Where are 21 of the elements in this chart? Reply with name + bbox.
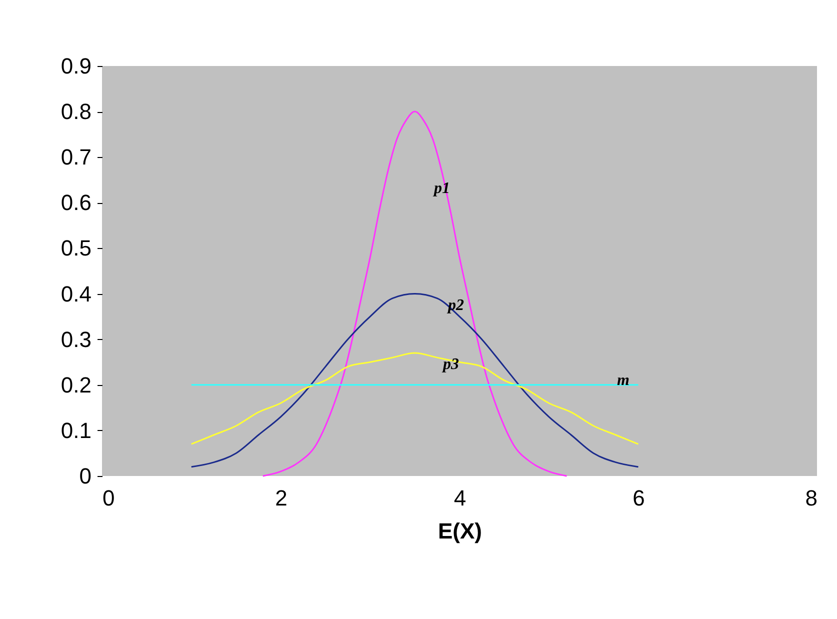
y-tick-label: 0.8 [60, 99, 92, 124]
series-label: p3 [441, 356, 459, 373]
x-tick-label: 2 [275, 486, 288, 510]
y-tick-label: 0.9 [60, 54, 92, 78]
x-axis-title: E(X) [438, 518, 482, 544]
y-tick-label: 0.1 [60, 418, 92, 443]
y-tick-label: 0.6 [60, 190, 92, 216]
line-series [262, 110, 568, 477]
x-tick-label: 0 [102, 486, 115, 510]
x-tick-label: 4 [454, 486, 466, 510]
x-tick-label: 6 [632, 486, 645, 510]
y-tick-label: 0 [79, 464, 92, 488]
x-tick-label: 8 [805, 486, 818, 510]
y-tick-label: 0.3 [60, 326, 92, 352]
line-series [190, 352, 639, 445]
y-tick-label: 0.7 [60, 144, 92, 170]
series-label: p2 [446, 297, 464, 314]
y-tick-label: 0.2 [60, 372, 92, 398]
line-series [190, 293, 639, 468]
y-tick-label: 0.5 [60, 236, 92, 261]
y-tick-label: 0.4 [60, 281, 92, 306]
